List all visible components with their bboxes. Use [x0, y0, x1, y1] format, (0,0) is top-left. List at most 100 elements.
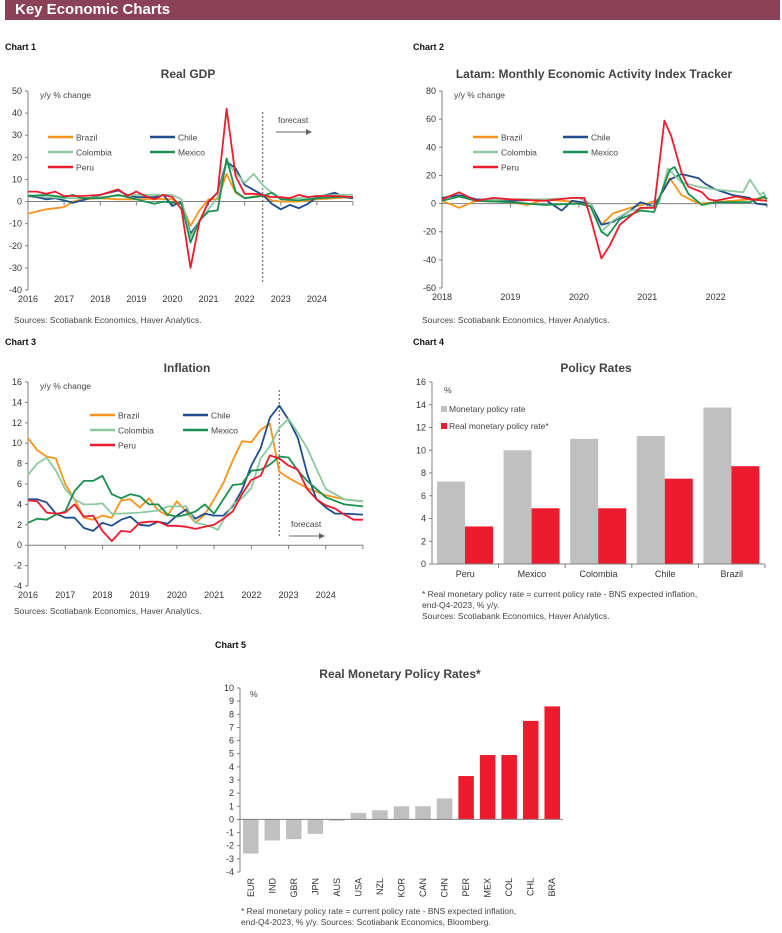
x-tick-label: 2024: [307, 294, 327, 304]
y-tick-label: 9: [229, 696, 234, 706]
y-tick-label: 4: [17, 499, 22, 509]
x-tick-label: 2019: [500, 292, 520, 302]
legend-label: Colombia: [501, 148, 537, 158]
x-tick-label: 2020: [162, 294, 182, 304]
x-tick-label: 2022: [235, 294, 255, 304]
y-tick-label: 14: [12, 397, 22, 407]
bar-eur: [243, 819, 259, 854]
bar-usa: [350, 812, 367, 820]
legend-label: Colombia: [118, 426, 154, 436]
legend-label: Monetary policy rate: [449, 404, 526, 414]
legend-label: Peru: [501, 163, 519, 173]
bar-bra: [544, 706, 560, 820]
y-tick-label: 6: [17, 479, 22, 489]
y-tick-label: 20: [12, 152, 22, 162]
y-axis-label: %: [250, 689, 258, 699]
forecast-arrowhead: [319, 533, 325, 539]
bar-nzl: [372, 810, 388, 820]
x-tick-label: 2024: [316, 590, 336, 600]
x-tick-label: EUR: [246, 878, 256, 898]
x-tick-label: AUS: [332, 878, 342, 897]
bar-brazil-real-rate: [731, 466, 760, 564]
y-tick-label: 60: [426, 114, 436, 124]
bar-per: [458, 776, 474, 820]
forecast-arrowhead: [306, 129, 312, 135]
y-tick-label: 8: [229, 709, 234, 719]
y-tick-label: 40: [12, 108, 22, 118]
x-tick-label: IND: [267, 878, 277, 894]
chart-3-label: Chart 3: [5, 337, 37, 347]
bar-aus: [329, 819, 345, 821]
x-tick-label: MEX: [483, 878, 493, 898]
y-tick-label: 14: [416, 400, 426, 410]
x-tick-label: NZL: [375, 878, 385, 895]
y-tick-label: 0: [431, 199, 436, 209]
y-tick-label: 0: [17, 197, 22, 207]
y-tick-label: 2: [229, 788, 234, 798]
x-tick-label: 2019: [130, 590, 150, 600]
x-tick-label: Brazil: [720, 569, 743, 579]
x-tick-label: BRA: [547, 878, 557, 897]
y-axis-label: %: [444, 385, 452, 395]
x-tick-label: GBR: [289, 878, 299, 898]
y-tick-label: -4: [14, 581, 22, 591]
y-tick-label: 1: [229, 801, 234, 811]
y-tick-label: -2: [226, 841, 234, 851]
series-line-brazil: [27, 172, 354, 227]
series-line-mexico: [27, 455, 364, 524]
y-tick-label: 2: [17, 520, 22, 530]
x-tick-label: Peru: [456, 569, 475, 579]
x-tick-label: 2016: [18, 294, 38, 304]
y-tick-label: 5: [229, 749, 234, 759]
chart-title: Policy Rates: [560, 361, 632, 375]
y-tick-label: 0: [421, 559, 426, 569]
series-line-peru: [27, 454, 363, 542]
y-tick-label: 3: [229, 775, 234, 785]
x-tick-label: CHN: [440, 878, 450, 898]
y-tick-label: -10: [9, 219, 22, 229]
y-tick-label: -40: [9, 285, 22, 295]
bar-gbr: [286, 819, 302, 840]
y-tick-label: 80: [426, 86, 436, 96]
y-axis-label: y/y % change: [454, 90, 505, 100]
chart-title: Inflation: [164, 361, 211, 375]
x-tick-label: Chile: [655, 569, 676, 579]
footnote: Sources: Scotiabank Economics, Haver Ana…: [422, 611, 610, 621]
y-tick-label: 40: [426, 142, 436, 152]
y-tick-label: 10: [224, 683, 234, 693]
y-tick-label: 20: [426, 170, 436, 180]
footnote: * Real monetary policy rate = current po…: [422, 589, 697, 599]
y-axis-label: y/y % change: [40, 90, 91, 100]
bar-chl: [522, 720, 539, 820]
legend-label: Brazil: [501, 133, 522, 143]
footnote: end-Q4-2023, % y/y. Sources: Scotiabank …: [241, 917, 491, 927]
y-tick-label: 8: [17, 459, 22, 469]
footnote: * Real monetary policy rate = current po…: [241, 906, 516, 916]
x-tick-label: 2018: [92, 590, 112, 600]
series-line-peru: [441, 119, 768, 260]
x-tick-label: CHL: [526, 878, 536, 896]
series-line-mexico: [441, 166, 768, 237]
legend-label: Mexico: [591, 148, 618, 158]
y-tick-label: -4: [226, 867, 234, 877]
legend-label: Peru: [76, 163, 94, 173]
chart-2-label: Chart 2: [413, 42, 445, 52]
legend-label: Peru: [118, 441, 136, 451]
x-tick-label: 2019: [126, 294, 146, 304]
legend-label: Mexico: [211, 426, 238, 436]
x-tick-label: 2017: [54, 294, 74, 304]
legend-label: Brazil: [118, 411, 139, 421]
bar-colombia-policy-rate: [570, 438, 599, 564]
y-tick-label: -1: [226, 828, 234, 838]
y-tick-label: 7: [229, 722, 234, 732]
forecast-label: forecast: [291, 519, 322, 529]
bar-brazil-policy-rate: [703, 407, 732, 564]
y-tick-label: -60: [423, 283, 436, 293]
footnote: end-Q4-2023, % y/y.: [422, 600, 499, 610]
chart-title: Real GDP: [161, 67, 216, 81]
page-header: Key Economic Charts: [5, 0, 780, 20]
x-tick-label: 2022: [706, 292, 726, 302]
y-tick-label: 30: [12, 130, 22, 140]
x-tick-label: 2023: [271, 294, 291, 304]
